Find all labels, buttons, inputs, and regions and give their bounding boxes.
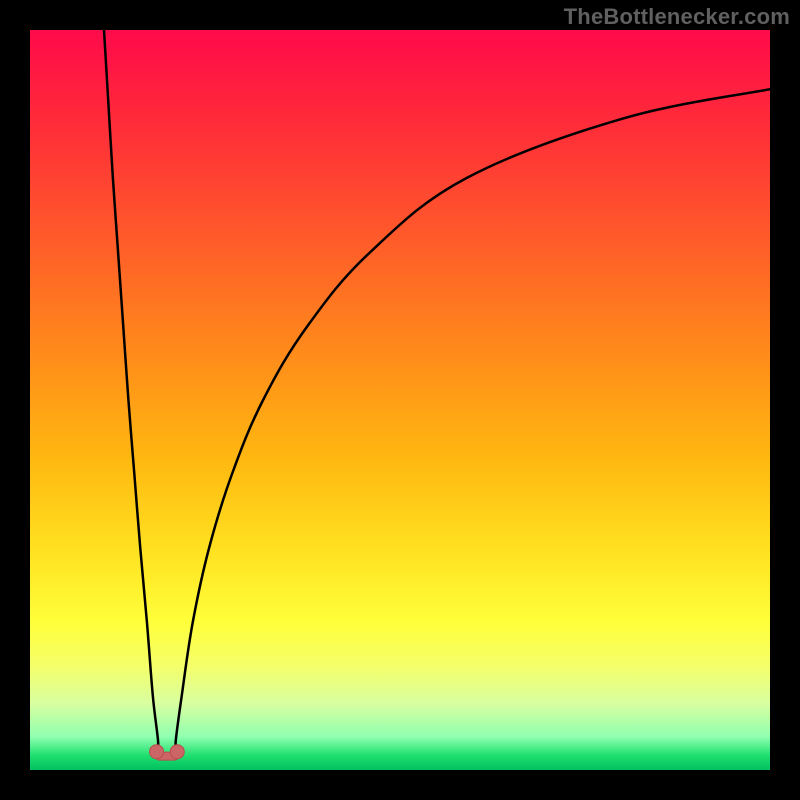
bottleneck-chart	[0, 0, 800, 800]
marker-dot-left	[150, 745, 164, 759]
watermark-text: TheBottlenecker.com	[564, 4, 790, 30]
marker-dot-right	[170, 745, 184, 759]
plot-gradient-background	[30, 30, 770, 770]
chart-frame: TheBottlenecker.com	[0, 0, 800, 800]
